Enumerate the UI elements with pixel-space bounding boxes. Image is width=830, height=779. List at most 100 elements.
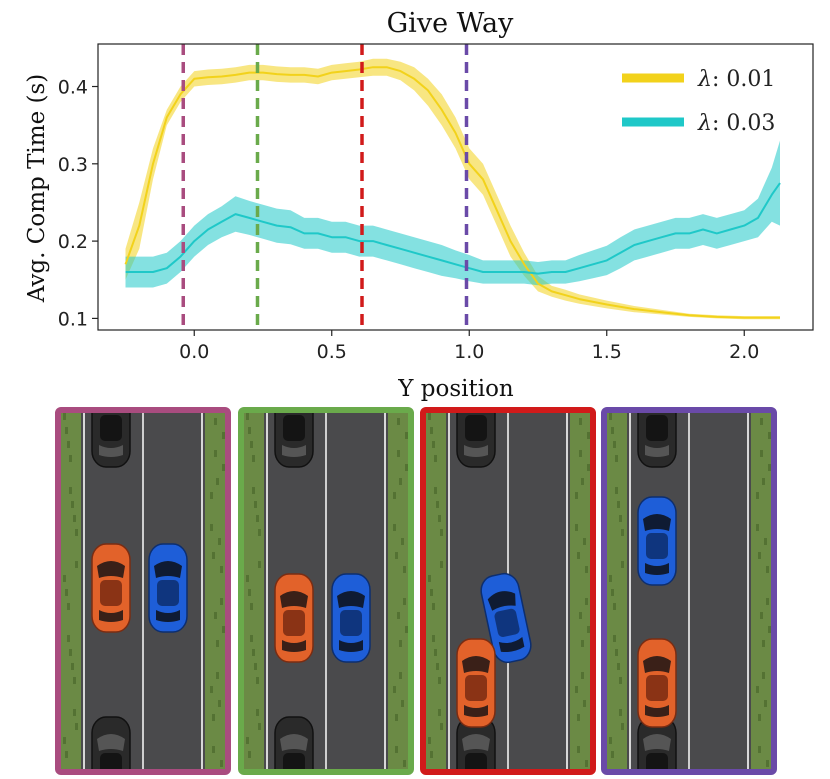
grass-tuft [585, 566, 588, 573]
parked-car [91, 716, 131, 769]
lane-divider [688, 413, 690, 769]
grass-tuft [256, 677, 259, 684]
car-rear-window [645, 705, 669, 717]
grass-tuft [577, 714, 580, 721]
plot-area [97, 43, 814, 331]
y-tick-label-0: 0.1 [58, 308, 88, 330]
blue-car [331, 573, 371, 663]
grass-tuft [399, 478, 402, 485]
car-windshield [462, 734, 490, 751]
grass-tuft [222, 432, 225, 439]
grass-tuft [579, 418, 582, 425]
parked-car [456, 716, 496, 769]
y-tick-label-2: 0.3 [58, 154, 88, 176]
scenario-panel-1 [55, 407, 231, 775]
grass-tuft [581, 478, 584, 485]
grass-tuft [583, 538, 586, 545]
car-windshield [487, 591, 516, 611]
grass-tuft [432, 603, 435, 610]
x-tick-label-2: 1.0 [454, 341, 484, 363]
car-roof [283, 415, 305, 441]
grass-tuft [428, 737, 431, 744]
car-windshield [280, 591, 308, 608]
grass-tuft [764, 700, 767, 707]
grass-tuft [214, 612, 217, 619]
grass-tuft [214, 450, 217, 457]
lane-divider [142, 413, 144, 769]
grass-tuft [212, 552, 215, 559]
grass-tuft [764, 538, 767, 545]
grass-tuft [434, 649, 437, 656]
grass-tuft [403, 598, 406, 605]
grass-tuft [430, 427, 433, 434]
grass-tuft [432, 635, 435, 642]
grass-tuft [220, 598, 223, 605]
grass-tuft [438, 515, 441, 522]
grass-tuft [393, 524, 396, 531]
grass-tuft [216, 640, 219, 647]
grass-tuft [252, 649, 255, 656]
grass-tuft [756, 492, 759, 499]
grass-tuft [756, 686, 759, 693]
grass-tuft [428, 413, 431, 420]
road-scene [244, 413, 408, 769]
car-rear-window [99, 610, 123, 622]
grass-tuft [613, 603, 616, 610]
grass-tuft [63, 575, 66, 582]
grass-tuft [210, 524, 213, 531]
grass-tuft [613, 635, 616, 642]
grass-tuft [397, 612, 400, 619]
legend: λ: 0.01 λ: 0.03 [622, 67, 775, 136]
y-axis: 0.1 0.2 0.3 0.4 [58, 77, 98, 330]
car-rear-window [282, 640, 306, 652]
grass-tuft [248, 427, 251, 434]
grass-tuft [403, 760, 406, 767]
grass-tuft [254, 501, 257, 508]
grass-tuft [73, 677, 76, 684]
orange-car [456, 638, 496, 728]
grass-tuft [619, 677, 622, 684]
road-edge-left [83, 413, 85, 769]
grass-tuft [75, 529, 78, 536]
grass-tuft [758, 552, 761, 559]
road-edge-right [201, 413, 203, 769]
grass-tuft [393, 686, 396, 693]
grass-tuft [438, 709, 441, 716]
grass-tuft [760, 612, 763, 619]
grass-tuft [615, 487, 618, 494]
grass-tuft [615, 649, 618, 656]
grass-tuft [222, 626, 225, 633]
grass-tuft [579, 450, 582, 457]
x-tick-label-0: 0.0 [179, 341, 209, 363]
grass-tuft [766, 566, 769, 573]
grass-tuft [436, 501, 439, 508]
road-scene [607, 413, 771, 769]
grass-tuft [397, 418, 400, 425]
car-rear-window [99, 445, 123, 457]
car-roof [100, 415, 122, 441]
grass-tuft [75, 561, 78, 568]
grass-tuft [762, 640, 765, 647]
grass-tuft [397, 450, 400, 457]
grass-tuft [438, 677, 441, 684]
grass-tuft [258, 529, 261, 536]
car-roof [465, 675, 487, 701]
grass-tuft [768, 432, 771, 439]
grass-tuft [67, 603, 70, 610]
x-tick-label-4: 2.0 [729, 341, 759, 363]
grass-tuft [210, 686, 213, 693]
orange-car [274, 573, 314, 663]
car-roof [646, 675, 668, 701]
grass-tuft [69, 649, 72, 656]
grass-tuft [212, 714, 215, 721]
grass-tuft [617, 501, 620, 508]
car-rear-window [498, 637, 525, 653]
car-roof [646, 753, 668, 769]
orange-car [91, 543, 131, 633]
grass-tuft [758, 714, 761, 721]
legend-label-0: λ: 0.01 [697, 67, 775, 92]
grass-tuft [762, 478, 765, 485]
road-edge-right [384, 413, 386, 769]
grass-tuft [252, 487, 255, 494]
grass-tuft [248, 751, 251, 758]
